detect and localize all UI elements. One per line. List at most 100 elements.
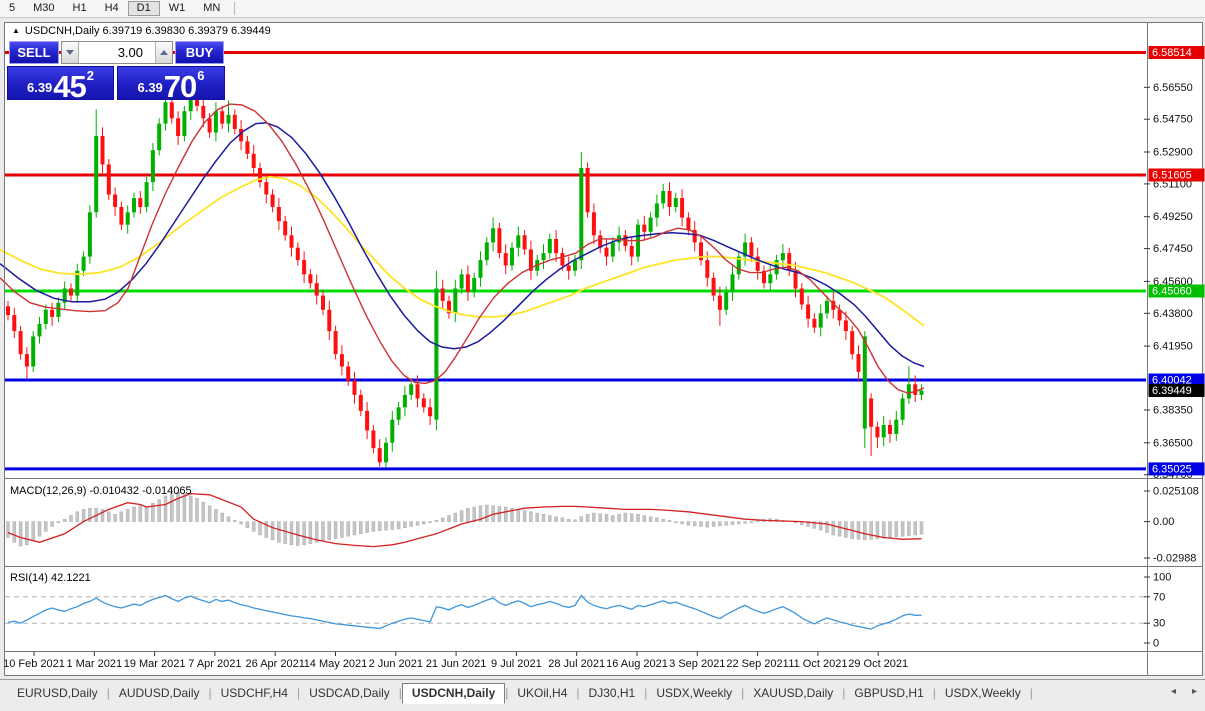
svg-text:9 Jul 2021: 9 Jul 2021	[491, 658, 542, 670]
chart-tab-usdx-weekly[interactable]: USDX,Weekly	[656, 686, 733, 700]
timeframe-button-d1[interactable]: D1	[127, 1, 160, 16]
chart-tab-usdchf-h4[interactable]: USDCHF,H4	[220, 686, 288, 700]
svg-text:7 Apr 2021: 7 Apr 2021	[188, 658, 241, 670]
svg-text:6.47450: 6.47450	[1153, 243, 1193, 255]
timeframe-button-h1[interactable]: H1	[72, 2, 87, 14]
chart-tab-dj30-h1[interactable]: DJ30,H1	[588, 686, 636, 700]
svg-text:21 Jun 2021: 21 Jun 2021	[426, 658, 487, 670]
rsi-levels	[5, 596, 1146, 624]
svg-text:6.49250: 6.49250	[1153, 211, 1193, 223]
svg-text:70: 70	[1153, 591, 1165, 603]
ma-lines	[0, 103, 925, 394]
tab-scroll-right-icon[interactable]: ▸	[1191, 686, 1197, 697]
svg-text:0: 0	[1153, 638, 1159, 650]
timeframe-button-w1[interactable]: W1	[168, 2, 186, 14]
svg-text:11 Oct 2021: 11 Oct 2021	[788, 658, 847, 670]
tab-separator: |	[106, 686, 110, 700]
tab-separator: |	[741, 686, 745, 700]
svg-text:6.45060: 6.45060	[1152, 286, 1192, 298]
chart-tab-ukoil-h4[interactable]: UKOil,H4	[517, 686, 568, 700]
sell-price-prefix: 6.39	[26, 80, 53, 95]
timeframe-button-5[interactable]: 5	[9, 2, 16, 14]
chart-tab-eurusd-daily[interactable]: EURUSD,Daily	[17, 686, 98, 700]
sell-price-big: 45	[53, 68, 86, 104]
svg-text:6.41950: 6.41950	[1153, 341, 1193, 353]
svg-text:16 Aug 2021: 16 Aug 2021	[606, 658, 668, 670]
pane-separators	[4, 22, 1203, 676]
tab-separator: |	[842, 686, 846, 700]
svg-text:14 May 2021: 14 May 2021	[304, 658, 368, 670]
svg-text:29 Oct 2021: 29 Oct 2021	[848, 658, 908, 670]
rsi-indicator-label: RSI(14) 42.1221	[10, 572, 91, 584]
svg-text:22 Sep 2021: 22 Sep 2021	[726, 658, 788, 670]
svg-text:26 Apr 2021: 26 Apr 2021	[246, 658, 305, 670]
chart-tab-audusd-daily[interactable]: AUDUSD,Daily	[118, 686, 200, 700]
tab-separator: |	[576, 686, 580, 700]
svg-text:6.39449: 6.39449	[1152, 385, 1192, 397]
volume-stepper	[61, 41, 173, 64]
svg-text:1 Mar 2021: 1 Mar 2021	[66, 658, 122, 670]
svg-text:6.40042: 6.40042	[1152, 375, 1192, 387]
tab-scroll-left-icon[interactable]: ◂	[1170, 686, 1176, 697]
buy-price-sup: 6	[197, 68, 205, 83]
timeframe-button-h4[interactable]: H4	[104, 2, 119, 14]
timeframe-button-m30[interactable]: M30	[33, 2, 55, 14]
chart-title-text: USDCNH,Daily 6.39719 6.39830 6.39379 6.3…	[24, 25, 271, 37]
volume-input[interactable]	[79, 42, 155, 63]
svg-text:6.38350: 6.38350	[1153, 405, 1193, 417]
tab-separator: |	[296, 686, 301, 700]
svg-text:6.35025: 6.35025	[1152, 463, 1192, 475]
svg-text:6.52900: 6.52900	[1153, 147, 1193, 159]
indicator-axes: 0.025108 0.00 -0.02988 100 70 30 0	[1144, 486, 1199, 650]
svg-text:28 Jul 2021: 28 Jul 2021	[548, 658, 605, 670]
tab-separator: |	[644, 686, 648, 700]
rsi-pane	[7, 594, 922, 630]
tab-separator: |	[1029, 686, 1033, 700]
timeframe-button-mn[interactable]: MN	[203, 2, 221, 14]
price-axis: 6.565506.547506.529006.511006.492506.474…	[1144, 46, 1205, 481]
macd-indicator-label: MACD(12,26,9) -0.010432 -0.014065	[10, 485, 192, 497]
candles	[6, 79, 924, 468]
svg-text:6.36500: 6.36500	[1153, 437, 1193, 449]
svg-text:2 Jun 2021: 2 Jun 2021	[369, 658, 423, 670]
chart-title: ▲ USDCNH,Daily 6.39719 6.39830 6.39379 6.…	[12, 25, 271, 37]
volume-increase-button[interactable]	[155, 42, 172, 63]
down-triangle-icon	[66, 50, 74, 55]
tab-separator: |	[208, 686, 212, 700]
chart-tab-usdcad-daily[interactable]: USDCAD,Daily	[309, 686, 390, 700]
svg-text:6.51605: 6.51605	[1152, 170, 1192, 182]
up-triangle-icon	[160, 50, 168, 55]
svg-text:-0.02988: -0.02988	[1153, 553, 1196, 565]
chart-tab-usdcnh-daily[interactable]: USDCNH,Daily	[401, 682, 506, 704]
chart-tab-gbpusd-h1[interactable]: GBPUSD,H1	[854, 686, 924, 700]
tab-scroll-arrows: ◂ ▸	[1171, 686, 1197, 697]
svg-text:6.58514: 6.58514	[1152, 47, 1192, 59]
toolbar-separator	[234, 2, 236, 15]
chart-tab-usdx-weekly[interactable]: USDX,Weekly	[944, 686, 1021, 700]
chart-marker-icon: ▲	[12, 26, 20, 35]
sell-price-sup: 2	[86, 68, 95, 83]
svg-text:10 Feb 2021: 10 Feb 2021	[3, 658, 65, 670]
buy-price-display[interactable]: 6.39 70 6	[117, 66, 225, 104]
svg-text:3 Sep 2021: 3 Sep 2021	[669, 658, 725, 670]
chart-tab-bar: EURUSD,Daily | AUDUSD,Daily | USDCHF,H4 | USDC…	[0, 679, 1205, 706]
tab-separator: |	[398, 686, 402, 700]
svg-text:6.56550: 6.56550	[1153, 82, 1193, 94]
buy-price-prefix: 6.39	[137, 80, 163, 95]
sell-price-display[interactable]: 6.39 45 2	[7, 66, 114, 104]
macd-pane	[6, 492, 924, 548]
sell-button[interactable]: SELL	[9, 41, 59, 64]
date-axis: 10 Feb 2021 1 Mar 2021 19 Mar 2021 7 Apr 20…	[3, 651, 908, 670]
volume-decrease-button[interactable]	[62, 42, 79, 63]
timeframe-toolbar: 5 M30 H1 H4 D1 W1 MN	[0, 0, 1205, 18]
tab-separator: |	[505, 686, 509, 700]
buy-price-big: 70	[163, 68, 197, 104]
svg-text:19 Mar 2021: 19 Mar 2021	[124, 658, 186, 670]
tab-separator: |	[932, 686, 936, 700]
svg-text:30: 30	[1153, 618, 1165, 630]
chart-tab-xauusd-daily[interactable]: XAUUSD,Daily	[753, 686, 834, 700]
buy-button[interactable]: BUY	[175, 41, 224, 64]
svg-text:100: 100	[1153, 572, 1171, 584]
svg-text:0.00: 0.00	[1153, 516, 1174, 528]
